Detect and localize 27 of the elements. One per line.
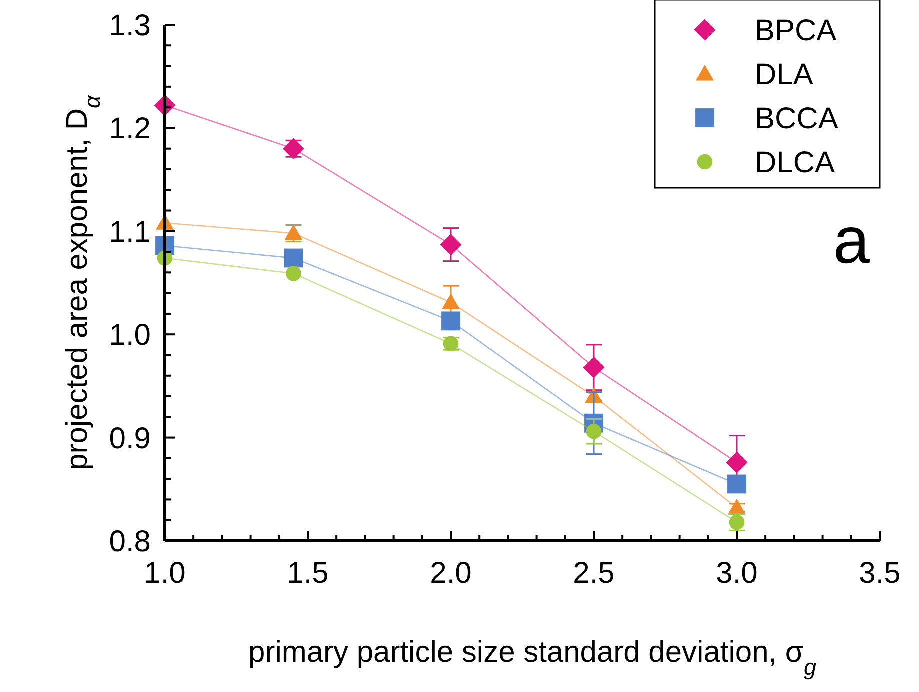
y-tick-label: 0.9: [109, 422, 151, 456]
y-tick-label: 1.3: [109, 10, 151, 42]
point: [286, 266, 302, 282]
point: [284, 248, 304, 268]
point: [442, 312, 460, 331]
point: [583, 356, 605, 378]
point: [726, 452, 748, 474]
y-tick-label: 1.1: [109, 216, 151, 249]
x-tick-label: 3.0: [716, 557, 758, 590]
legend-label: DLA: [755, 58, 814, 92]
point: [586, 424, 602, 440]
y-tick-label: 1.2: [109, 112, 151, 146]
x-tick-label: 3.5: [859, 557, 901, 590]
x-tick-label: 1.5: [287, 557, 329, 590]
x-tick-label: 2.5: [573, 557, 615, 590]
x-tick-label: 1.0: [144, 557, 186, 590]
point: [440, 234, 462, 256]
annotation: a: [833, 203, 870, 277]
x-axis-title: primary particle size standard deviation, σ$_{g}$: [248, 636, 817, 680]
legend-label: BPCA: [755, 14, 837, 48]
y-tick-label: 1.0: [109, 319, 151, 352]
y-tick-label: 0.8: [109, 526, 151, 558]
legend-label: BCCA: [755, 102, 838, 136]
point: [728, 474, 746, 494]
x-tick-label: 2.0: [430, 557, 472, 590]
legend-label: DLCA: [755, 146, 836, 180]
point: [442, 294, 460, 310]
